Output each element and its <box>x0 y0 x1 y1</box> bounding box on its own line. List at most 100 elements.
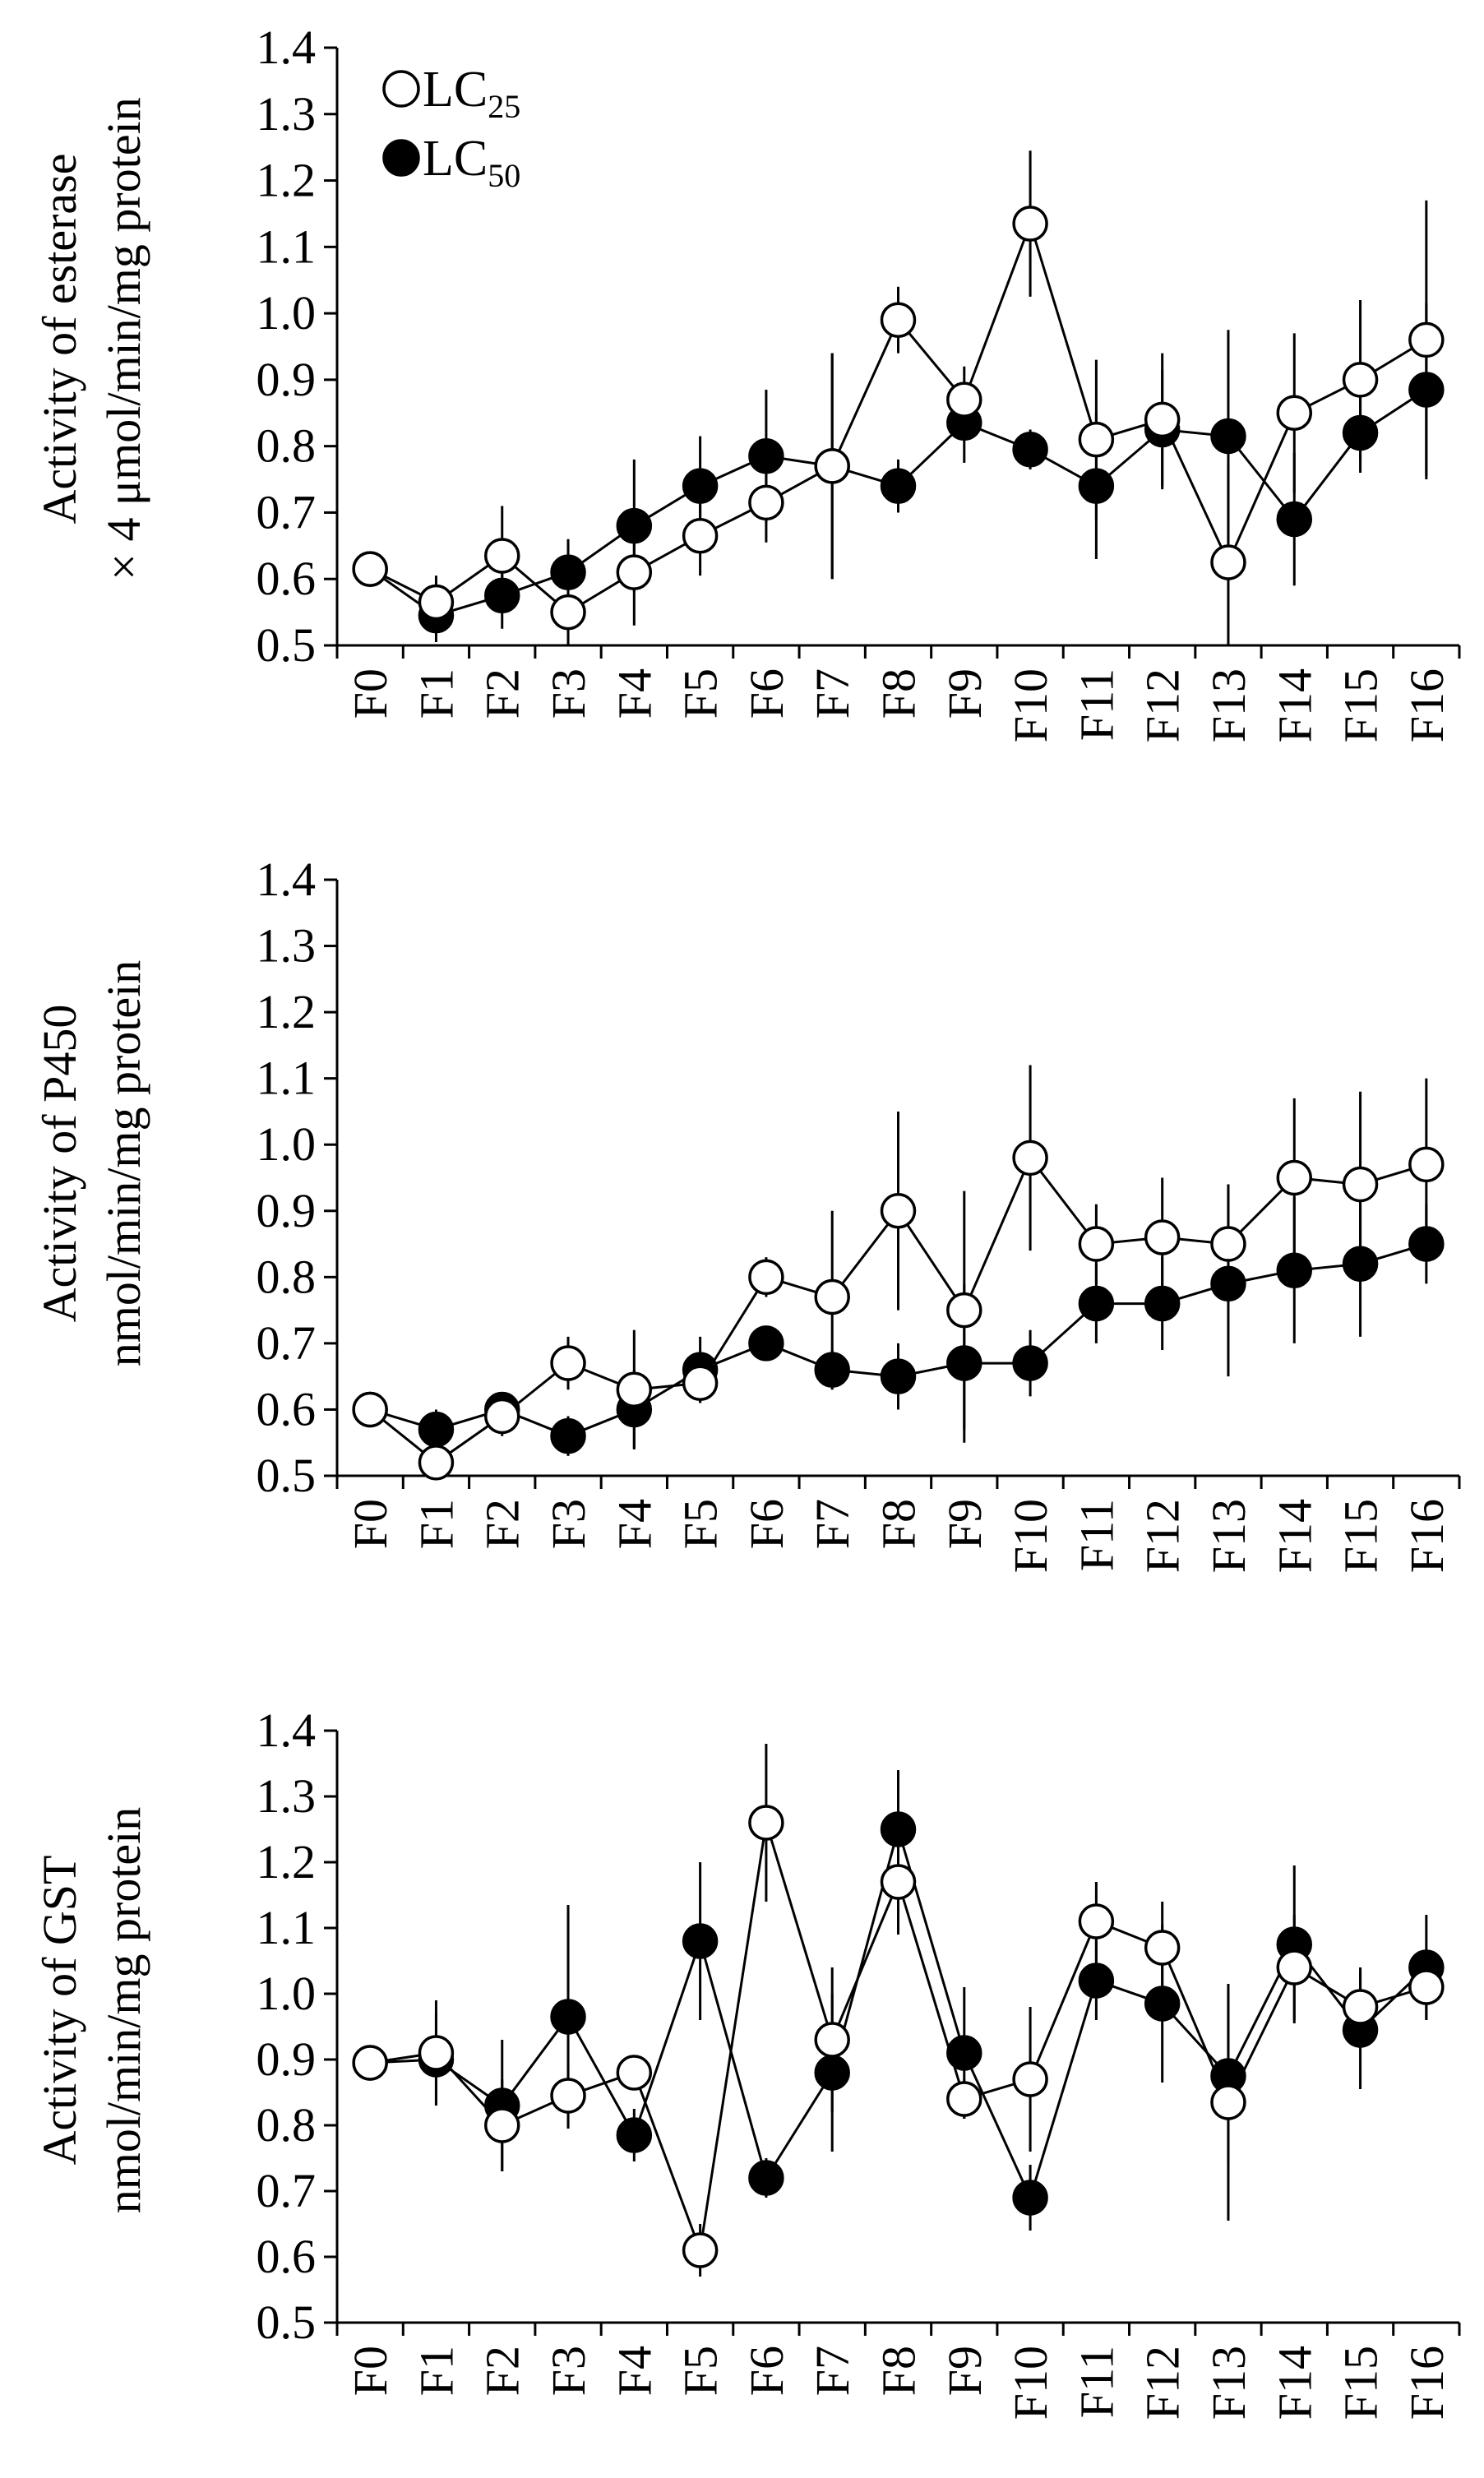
x-tick-label: F15 <box>1334 1499 1388 1573</box>
ylabel-line-2: nmol/min/mg protein <box>97 1807 150 2214</box>
data-point-lc25 <box>616 2055 653 2091</box>
data-point-lc25 <box>1078 1226 1115 1262</box>
x-tick-label: F10 <box>1004 2346 1057 2420</box>
data-point-lc25 <box>1276 1159 1313 1196</box>
y-tick-label: 0.9 <box>257 353 317 406</box>
data-point-lc50 <box>418 1411 455 1448</box>
x-tick-label: F16 <box>1400 668 1454 742</box>
x-tick-label: F12 <box>1136 2346 1190 2420</box>
legend-marker-lc25 <box>382 70 420 108</box>
data-point-lc25 <box>814 2022 850 2058</box>
data-point-lc50 <box>550 1999 586 2035</box>
data-point-lc50 <box>1012 431 1048 468</box>
data-point-lc25 <box>1210 1226 1246 1262</box>
data-point-lc25 <box>1078 421 1115 458</box>
data-point-lc50 <box>946 2035 982 2071</box>
y-tick-label: 1.0 <box>257 1967 317 2020</box>
x-tick-label: F6 <box>740 668 793 719</box>
data-point-lc50 <box>748 1325 784 1362</box>
x-axis: F0 F1 F2 F3 F4 F5 F6 F7 F8 F9 F10 F11 F12 F13 F14 F15 F1… <box>335 644 1461 742</box>
data-point-lc50 <box>748 438 784 474</box>
y-tick-label: 0.7 <box>257 2164 317 2217</box>
x-tick-label: F4 <box>608 668 661 719</box>
data-point-lc50 <box>1276 501 1313 538</box>
ylabel-line-1: Activity of GST <box>33 1856 86 2166</box>
data-point-lc25 <box>748 1259 784 1296</box>
x-tick-label: F2 <box>476 2346 529 2396</box>
ylabel-line-2: × 4 μmol/min/mg protein <box>97 97 150 580</box>
x-tick-label: F0 <box>344 2346 397 2396</box>
data-point-lc25 <box>1408 321 1445 358</box>
y-axis: 0.5 0.6 0.7 0.8 0.9 1.0 1.1 1.2 1.3 1.4 <box>257 21 339 672</box>
x-tick-label: F16 <box>1400 1499 1454 1573</box>
y-tick-label: 0.8 <box>257 2098 317 2152</box>
legend-label-lc50: LC <box>423 131 488 187</box>
y-tick-label: 0.8 <box>257 419 317 473</box>
y-tick-label: 1.4 <box>257 1704 317 1757</box>
x-tick-label: F4 <box>608 1499 661 1549</box>
x-tick-label: F3 <box>542 1499 595 1549</box>
y-tick-label: 1.2 <box>257 985 317 1038</box>
y-tick-label: 1.4 <box>257 853 317 906</box>
x-tick-label: F12 <box>1136 1499 1190 1573</box>
x-tick-label: F6 <box>740 1499 793 1549</box>
data-point-lc25 <box>682 2232 719 2268</box>
data-point-lc25 <box>880 302 917 338</box>
data-point-lc25 <box>1012 1140 1048 1177</box>
y-tick-label: 1.2 <box>257 1835 317 1889</box>
y-tick-label: 0.6 <box>257 1382 317 1435</box>
data-point-lc50 <box>1012 2180 1048 2216</box>
data-point-lc25 <box>550 2078 586 2114</box>
x-tick-label: F8 <box>872 2346 926 2396</box>
legend-sub-lc50: 50 <box>488 157 520 194</box>
data-point-lc25 <box>1210 544 1246 580</box>
x-tick-label: F3 <box>542 668 595 719</box>
y-tick-label: 1.0 <box>257 1117 317 1171</box>
y-tick-label: 1.3 <box>257 919 317 973</box>
x-tick-label: F8 <box>872 1499 926 1549</box>
data-point-lc25 <box>352 551 388 587</box>
data-point-lc25 <box>418 2035 455 2071</box>
x-tick-label: F1 <box>409 668 463 719</box>
data-point-lc50 <box>1210 418 1246 455</box>
x-axis: F0 F1 F2 F3 F4 F5 F6 F7 F8 F9 F10 F11 F12 F13 F14 F15 F1… <box>335 2321 1461 2420</box>
data-point-lc25 <box>1276 1949 1313 1986</box>
y-tick-label: 0.6 <box>257 552 317 605</box>
data-point-lc25 <box>1210 2084 1246 2120</box>
x-tick-label: F0 <box>344 668 397 719</box>
y-tick-label: 1.1 <box>257 1052 317 1105</box>
x-tick-label: F10 <box>1004 1499 1057 1573</box>
x-tick-label: F5 <box>674 1499 728 1549</box>
svg-text:LC50: LC50 <box>423 131 520 194</box>
data-point-lc25 <box>1012 206 1048 242</box>
data-point-lc50 <box>1144 1986 1181 2022</box>
data-point-lc50 <box>682 468 719 504</box>
y-tick-label: 0.7 <box>257 485 317 539</box>
x-tick-label: F11 <box>1070 2346 1123 2418</box>
x-tick-label: F2 <box>476 668 529 719</box>
y-tick-label: 0.6 <box>257 2230 317 2283</box>
x-tick-label: F9 <box>938 668 992 719</box>
data-point-lc50 <box>1276 1252 1313 1289</box>
data-point-lc25 <box>483 2107 520 2143</box>
ylabel-line-1: Activity of P450 <box>33 1005 86 1323</box>
y-tick-label: 0.5 <box>257 618 317 672</box>
x-tick-label: F13 <box>1202 668 1255 742</box>
data-point-lc50 <box>1078 1285 1115 1322</box>
data-point-lc50 <box>946 1345 982 1381</box>
x-tick-label: F7 <box>806 2346 859 2396</box>
data-point-lc50 <box>1342 414 1379 451</box>
y-tick-label: 1.1 <box>257 220 317 273</box>
data-point-lc25 <box>418 1445 455 1481</box>
x-tick-label: F11 <box>1070 668 1123 741</box>
data-point-lc50 <box>550 1417 586 1454</box>
x-tick-label: F4 <box>608 2346 661 2396</box>
data-point-lc25 <box>1408 1969 1445 2005</box>
data-point-lc25 <box>550 594 586 631</box>
data-point-lc25 <box>814 448 850 484</box>
y-tick-label: 1.1 <box>257 1901 317 1954</box>
error-bars <box>368 150 1428 645</box>
series-points <box>352 1805 1445 2268</box>
x-tick-label: F5 <box>674 668 728 719</box>
x-tick-label: F12 <box>1136 668 1190 742</box>
